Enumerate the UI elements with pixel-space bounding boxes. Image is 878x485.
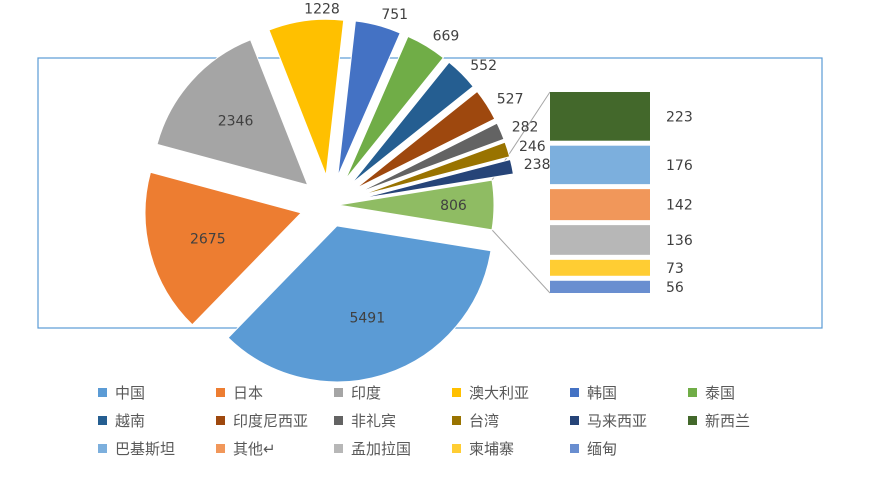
legend-item: 马来西亚 <box>570 408 647 432</box>
bar-data-label-3: 142 <box>666 198 693 214</box>
legend-item: 韩国 <box>570 380 617 404</box>
pie-slice-12 <box>337 179 495 231</box>
legend-swatch <box>216 415 225 425</box>
pie-slice-9 <box>357 122 505 194</box>
legend-item: 印度 <box>334 380 381 404</box>
pie-slice-8 <box>354 90 496 190</box>
legend-swatch <box>98 443 107 453</box>
legend-label: 新西兰 <box>705 411 751 430</box>
bar-segments <box>550 92 650 293</box>
pie-data-label-6: 669 <box>433 29 460 45</box>
legend-item: 孟加拉国 <box>334 436 411 460</box>
legend-label: 日本 <box>233 383 264 402</box>
legend-swatch <box>452 415 461 425</box>
pie-slice-2 <box>144 171 303 326</box>
legend-label: 印度尼西亚 <box>233 411 309 430</box>
legend-item: 台湾 <box>452 408 499 432</box>
legend-label: 柬埔寨 <box>469 439 515 458</box>
pie-data-label-12: 806 <box>440 198 467 214</box>
bar-segment-4 <box>550 225 650 255</box>
legend-item: 缅甸 <box>570 436 617 460</box>
legend-label: 马来西亚 <box>587 411 648 430</box>
pie-slice-11 <box>359 158 514 200</box>
pie-slice-10 <box>358 141 511 197</box>
connector-line-bottom <box>491 229 551 294</box>
bar-segment-2 <box>550 145 650 185</box>
bar-segment-5 <box>550 259 650 276</box>
legend-swatch <box>452 443 461 453</box>
pie-slice-1 <box>227 225 492 383</box>
bar-segment-1 <box>550 92 650 141</box>
legend-swatch <box>570 415 579 425</box>
pie-data-label-10: 246 <box>519 139 546 155</box>
bar-data-label-1: 223 <box>666 109 693 125</box>
legend-swatch <box>452 387 461 397</box>
pie-data-label-3: 2346 <box>218 114 254 130</box>
legend-swatch <box>688 387 697 397</box>
legend-item: 柬埔寨 <box>452 436 514 460</box>
legend-label: 缅甸 <box>587 439 618 458</box>
legend-swatch <box>570 443 579 453</box>
legend-label: 非礼宾 <box>351 411 397 430</box>
pie-data-label-8: 527 <box>497 91 524 107</box>
bar-data-label-4: 136 <box>666 233 693 249</box>
legend-label: 澳大利亚 <box>469 383 530 402</box>
pie-data-label-9: 282 <box>512 119 539 135</box>
data-labels: 5491 2675 2346 1228 751 669 552 527 282 246 238 806… <box>190 2 693 327</box>
bar-data-label-5: 73 <box>666 261 684 277</box>
pie-slice-6 <box>345 35 445 180</box>
legend-label: 越南 <box>115 411 146 430</box>
legend-swatch <box>334 387 343 397</box>
legend-label: 其他↵ <box>233 439 276 458</box>
pie-slice-3 <box>156 39 309 186</box>
bar-segment-6 <box>550 280 650 293</box>
pie-data-label-2: 2675 <box>190 232 226 248</box>
legend-item: 非礼宾 <box>334 408 396 432</box>
legend-item: 印度尼西亚 <box>216 408 308 432</box>
legend-label: 巴基斯坦 <box>115 439 176 458</box>
legend-item: 巴基斯坦 <box>98 436 175 460</box>
legend-swatch <box>334 415 343 425</box>
legend-item: 新西兰 <box>688 408 750 432</box>
legend-label: 台湾 <box>469 411 500 430</box>
legend-swatch <box>570 387 579 397</box>
legend-label: 韩国 <box>587 383 618 402</box>
legend-swatch <box>688 415 697 425</box>
legend-item: 泰国 <box>688 380 735 404</box>
legend-swatch <box>98 387 107 397</box>
pie-data-label-7: 552 <box>470 58 497 74</box>
legend-label: 泰国 <box>705 383 736 402</box>
bar-data-label-2: 176 <box>666 158 693 174</box>
bar-data-label-6: 56 <box>666 280 684 296</box>
bar-segment-3 <box>550 189 650 221</box>
legend-item: 中国 <box>98 380 145 404</box>
pie-data-label-11: 238 <box>524 157 551 173</box>
legend-label: 印度 <box>351 383 382 402</box>
pie-slices <box>144 18 514 383</box>
legend-swatch <box>334 443 343 453</box>
legend-swatch <box>216 387 225 397</box>
legend-label: 孟加拉国 <box>351 439 412 458</box>
legend-swatch <box>98 415 107 425</box>
legend-item: 日本 <box>216 380 263 404</box>
legend-item: 澳大利亚 <box>452 380 529 404</box>
pie-data-label-1: 5491 <box>349 311 385 327</box>
legend-swatch <box>216 443 225 453</box>
legend-label: 中国 <box>115 383 146 402</box>
pie-data-label-5: 751 <box>381 7 408 23</box>
pie-slice-7 <box>350 61 474 185</box>
legend-item: 其他↵ <box>216 436 276 460</box>
pie-slice-4 <box>268 18 345 176</box>
legend-item: 越南 <box>98 408 145 432</box>
pie-data-label-4: 1228 <box>304 2 340 18</box>
pie-slice-5 <box>337 20 401 177</box>
